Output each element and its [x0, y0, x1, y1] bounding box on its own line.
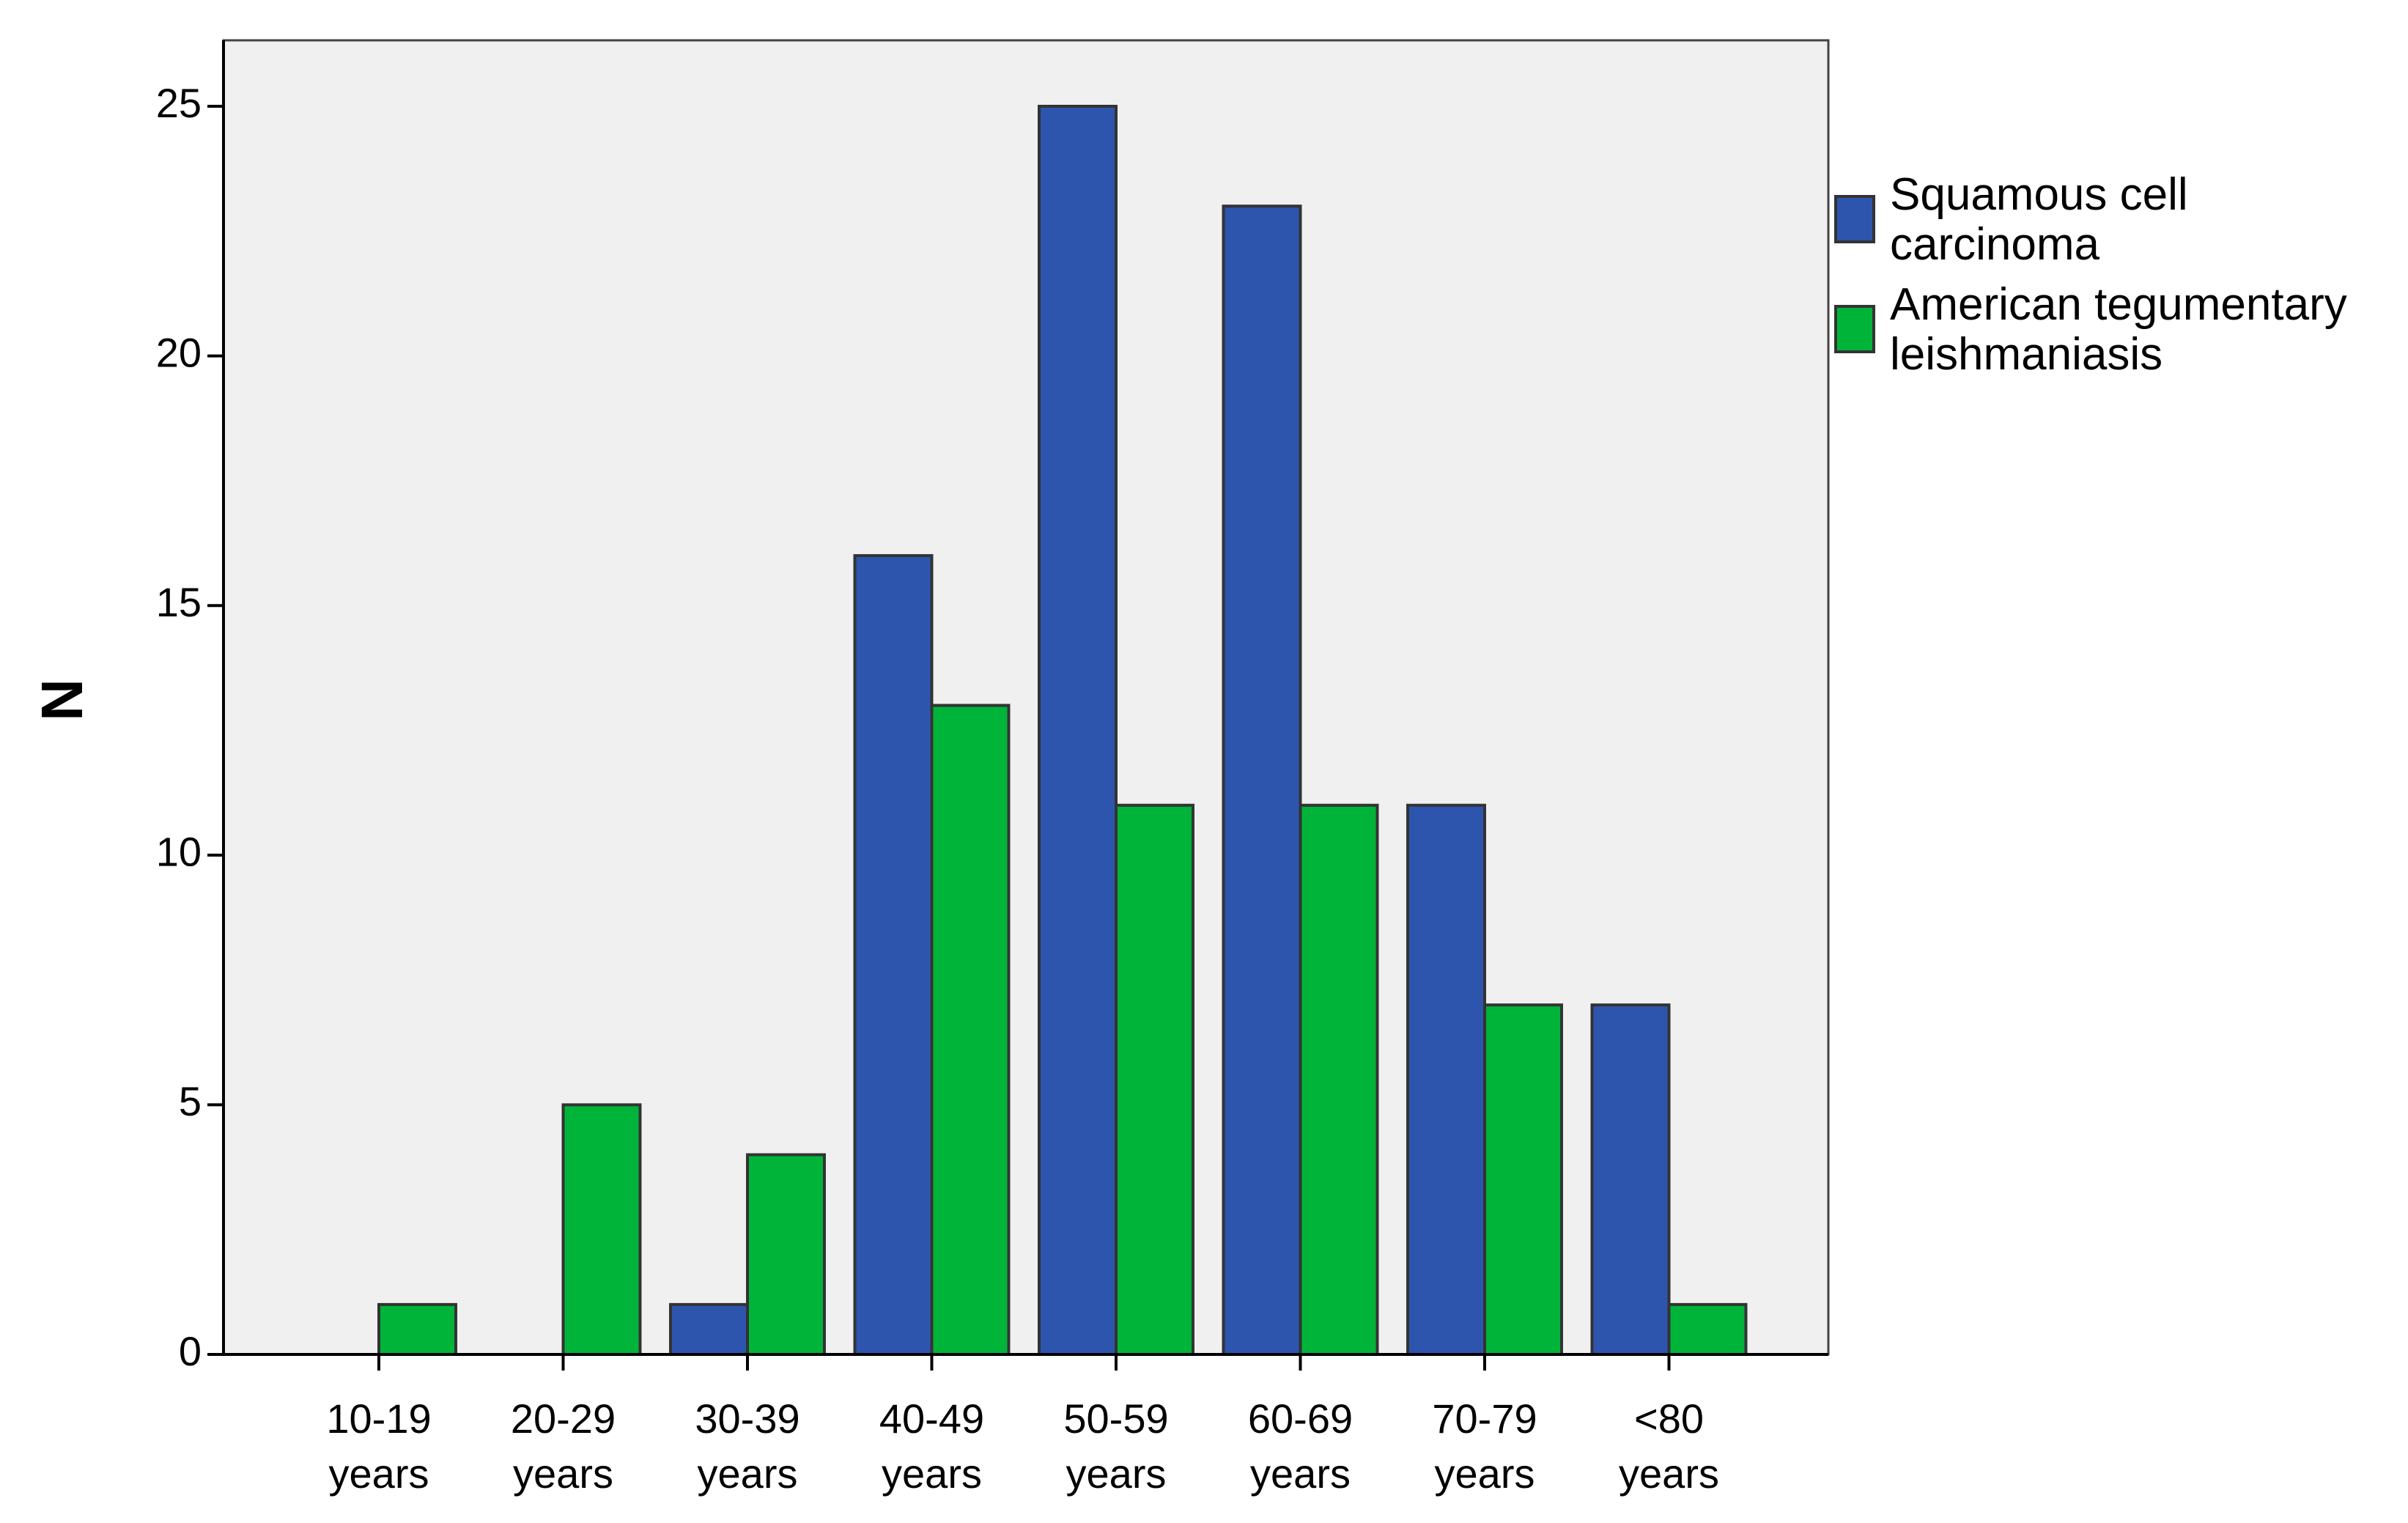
- x-tick-label-line: 50-59: [1063, 1395, 1168, 1442]
- x-tick-label-4: 40-49 years: [879, 1395, 984, 1497]
- x-tick-label-line: 20-29: [511, 1395, 616, 1442]
- x-tick-label-1: 10-19 years: [326, 1395, 431, 1497]
- bar-series2-6: [1299, 803, 1379, 1357]
- bar-series2-5: [1115, 803, 1194, 1357]
- x-tick-label-line: 30-39: [695, 1395, 799, 1442]
- bar-series2-7: [1483, 1003, 1563, 1357]
- bar-series1-8: [1590, 1003, 1671, 1357]
- y-ticks: 0 5 10 15 20 25: [156, 80, 224, 1374]
- x-ticks: 10-19 years 20-29 years 30-39 years 40-49 years…: [326, 1354, 1719, 1497]
- bars-layer: [377, 105, 1748, 1357]
- x-tick-label-line: 40-49: [879, 1395, 984, 1442]
- y-tick-label-0: 0: [179, 1328, 202, 1374]
- x-tick-label-line: years: [329, 1450, 429, 1497]
- x-tick-label-line: years: [882, 1450, 982, 1497]
- y-tick-label-10: 10: [156, 829, 202, 875]
- bar-series2-3: [746, 1153, 826, 1357]
- x-tick-label-line: 60-69: [1248, 1395, 1353, 1442]
- x-tick-label-line: years: [1066, 1450, 1167, 1497]
- x-tick-label-line: years: [1435, 1450, 1535, 1497]
- legend-swatch-1: [1834, 195, 1875, 243]
- x-tick-label-line: 10-19: [326, 1395, 431, 1442]
- x-tick-label-8: <80 years: [1619, 1395, 1719, 1497]
- bar-series1-7: [1406, 803, 1486, 1357]
- bar-series2-1: [377, 1302, 457, 1357]
- plot-background: [222, 39, 1830, 1356]
- bar-series1-6: [1222, 204, 1302, 1356]
- y-tick-label-15: 15: [156, 579, 202, 625]
- x-tick-label-line: <80: [1634, 1395, 1704, 1442]
- bar-series2-8: [1667, 1302, 1748, 1357]
- legend-label-line: leishmaniasis: [1890, 329, 2163, 380]
- x-tick-label-7: 70-79 years: [1432, 1395, 1537, 1497]
- legend-label-line: Squamous cell: [1890, 169, 2188, 220]
- bar-series1-3: [669, 1302, 749, 1357]
- y-axis-title: N: [29, 679, 95, 721]
- bar-series2-2: [561, 1103, 642, 1357]
- legend-label-2: American tegumentary leishmaniasis: [1890, 279, 2347, 380]
- legend-label-1: Squamous cell carcinoma: [1890, 169, 2188, 270]
- x-tick-label-line: years: [1250, 1450, 1351, 1497]
- legend-label-line: American tegumentary: [1890, 279, 2347, 330]
- x-tick-label-line: years: [698, 1450, 798, 1497]
- y-tick-label-20: 20: [156, 329, 202, 375]
- x-tick-label-line: years: [1619, 1450, 1719, 1497]
- bar-series2-4: [930, 704, 1011, 1356]
- legend-swatch-2: [1834, 305, 1875, 353]
- axes-layer: [222, 40, 1828, 1356]
- x-tick-label-6: 60-69 years: [1248, 1395, 1353, 1497]
- y-tick-label-25: 25: [156, 80, 202, 126]
- x-tick-label-line: years: [513, 1450, 613, 1497]
- x-tick-label-3: 30-39 years: [695, 1395, 799, 1497]
- y-tick-label-5: 5: [179, 1078, 202, 1124]
- bar-series1-4: [853, 554, 934, 1357]
- legend-label-line: carcinoma: [1890, 219, 2100, 270]
- bar-series1-5: [1038, 105, 1118, 1356]
- x-tick-label-2: 20-29 years: [511, 1395, 616, 1497]
- x-tick-label-5: 50-59 years: [1063, 1395, 1168, 1497]
- x-tick-label-line: 70-79: [1432, 1395, 1537, 1442]
